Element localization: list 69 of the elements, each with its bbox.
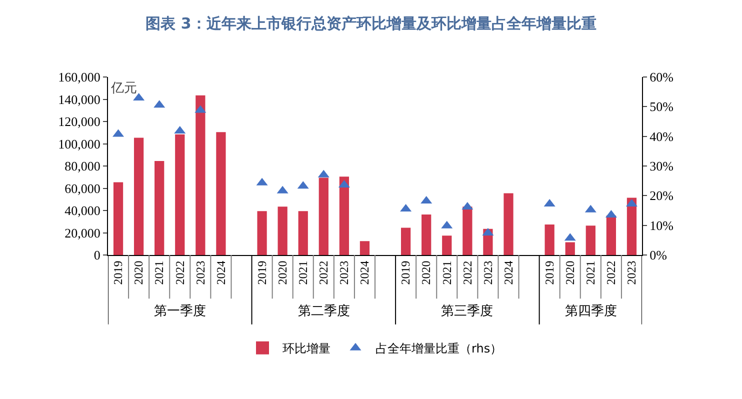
text: 第四季度	[565, 303, 617, 318]
chart-title: 图表 3：近年来上市银行总资产环比增量及环比增量占全年增量比重	[146, 14, 596, 32]
y2-tick-label: 20%	[650, 188, 674, 204]
bar	[318, 178, 328, 255]
y-tick-label: 60,000	[64, 180, 100, 196]
y2-tick-label: 40%	[650, 128, 674, 144]
x-tick-label: 2021	[584, 260, 598, 285]
x-tick-label: 2023	[193, 260, 208, 285]
y2-tick-label: 30%	[650, 158, 674, 174]
bar	[257, 211, 267, 255]
annotation: 亿元	[110, 81, 137, 96]
x-tick-label: 2021	[296, 260, 310, 285]
bar	[360, 241, 370, 255]
bar	[134, 138, 144, 255]
x-tick-label: 2021	[152, 260, 166, 285]
bar	[442, 236, 452, 255]
bar	[298, 211, 308, 255]
x-tick-label: 2019	[111, 260, 126, 285]
legend-label: 环比增量	[282, 342, 330, 356]
bar	[400, 228, 411, 255]
bar	[196, 95, 206, 255]
y-tick-label: 80,000	[64, 158, 100, 174]
text: 第一季度	[154, 303, 206, 318]
x-tick-label: 2022	[460, 260, 474, 285]
x-tick-label: 2020	[419, 260, 434, 285]
bar	[462, 206, 472, 255]
y-tick-label: 20,000	[64, 225, 100, 240]
x-tick-label: 2024	[214, 260, 228, 285]
y-tick-label: 160,000	[58, 70, 100, 85]
x-tick-label: 2024	[358, 260, 372, 285]
y2-tick-label: 10%	[650, 218, 674, 233]
bar	[606, 216, 616, 255]
x-tick-label: 2022	[316, 260, 331, 285]
x-tick-label: 2021	[440, 260, 454, 285]
y-tick-label: 0	[94, 248, 100, 263]
text: 第三季度	[441, 303, 493, 318]
x-tick-label: 2022	[172, 260, 187, 285]
bar	[565, 242, 575, 255]
y-tick-label: 100,000	[58, 136, 100, 152]
y-tick-label: 40,000	[64, 203, 100, 218]
legend-label: 占全年增量比重（rhs）	[376, 342, 502, 356]
y2-tick-label: 60%	[650, 70, 674, 85]
bar	[113, 182, 124, 255]
y2-tick-label: 50%	[650, 99, 674, 114]
y-tick-label: 140,000	[58, 92, 100, 107]
bar	[154, 161, 164, 255]
x-tick-label: 2023	[337, 260, 352, 285]
x-tick-label: 2019	[542, 260, 556, 285]
bar	[504, 193, 514, 255]
x-tick-label: 2020	[563, 260, 578, 285]
bar	[175, 134, 185, 255]
x-tick-label: 2023	[480, 260, 495, 285]
bar	[278, 206, 288, 255]
x-tick-label: 2020	[275, 260, 290, 285]
bar	[544, 224, 554, 255]
bar	[422, 214, 432, 255]
bar	[216, 132, 226, 255]
bar	[586, 226, 596, 255]
x-tick-label: 2019	[398, 260, 413, 285]
x-tick-label: 2022	[604, 260, 618, 285]
y-tick-label: 120,000	[58, 114, 100, 130]
x-tick-label: 2019	[254, 260, 269, 285]
bar	[339, 176, 350, 255]
bar	[626, 198, 637, 255]
x-tick-label: 2020	[132, 260, 146, 285]
x-tick-label: 2024	[501, 260, 516, 285]
text: 第二季度	[298, 303, 350, 318]
y2-tick-label: 0%	[650, 248, 668, 263]
x-tick-label: 2023	[624, 260, 639, 285]
